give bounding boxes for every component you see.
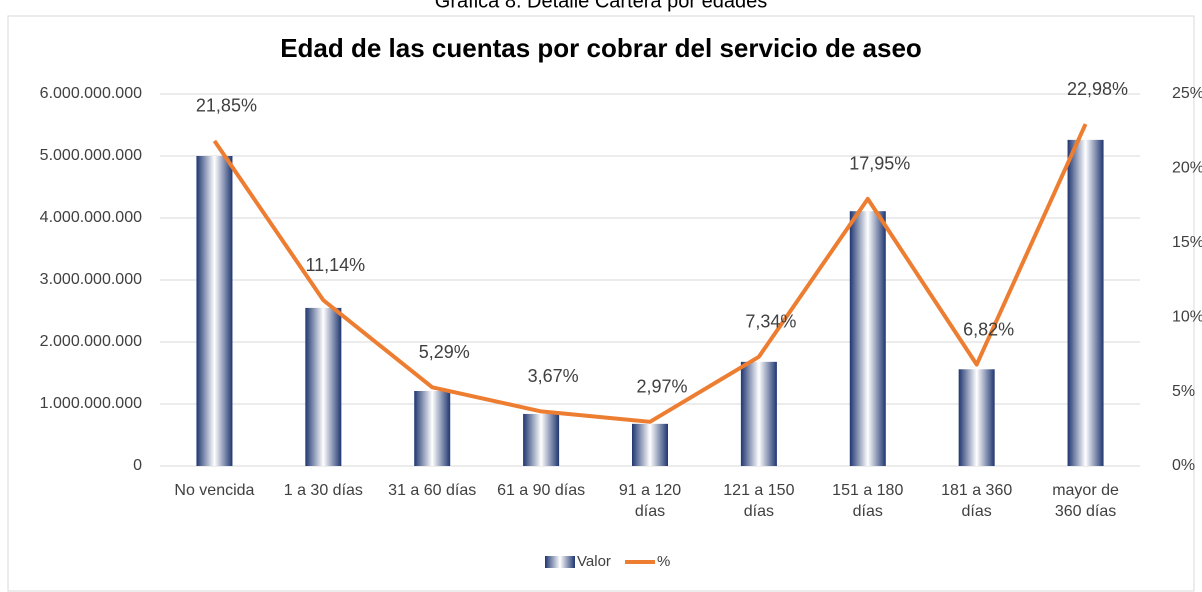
bar bbox=[740, 361, 777, 466]
y-tick-label: 5.000.000.000 bbox=[40, 147, 142, 164]
x-tick-label: 91 a 120 días bbox=[618, 482, 682, 520]
legend-label: % bbox=[657, 553, 670, 570]
x-tick-label: 61 a 90 días bbox=[497, 482, 586, 499]
chart-title: Edad de las cuentas por cobrar del servi… bbox=[280, 33, 922, 63]
y2-tick-label: 25% bbox=[1172, 85, 1202, 102]
y-tick-label: 2.000.000.000 bbox=[40, 333, 142, 350]
x-tick-label: 181 a 360 días bbox=[941, 482, 1013, 520]
data-label: 5,29% bbox=[419, 342, 470, 362]
y-tick-label: 1.000.000.000 bbox=[40, 395, 142, 412]
y2-tick-label: 0% bbox=[1172, 457, 1195, 474]
legend-label: Valor bbox=[577, 553, 611, 570]
data-label: 6,82% bbox=[963, 319, 1014, 339]
bar bbox=[849, 211, 886, 466]
data-label: 3,67% bbox=[528, 366, 579, 386]
legend-swatch bbox=[545, 556, 575, 568]
bar bbox=[523, 413, 560, 466]
y-tick-label: 4.000.000.000 bbox=[40, 209, 142, 226]
y-tick-label: 3.000.000.000 bbox=[40, 271, 142, 288]
y-tick-label: 6.000.000.000 bbox=[40, 85, 142, 102]
caption: Gráfica 8. Detalle Cartera por edades bbox=[435, 0, 767, 12]
bar bbox=[196, 156, 233, 466]
data-label: 2,97% bbox=[636, 377, 687, 397]
x-tick-label: 1 a 30 días bbox=[283, 482, 363, 499]
data-label: 22,98% bbox=[1067, 79, 1128, 99]
bar bbox=[958, 369, 995, 466]
x-tick-label: 121 a 150 días bbox=[723, 482, 795, 520]
y2-tick-label: 5% bbox=[1172, 383, 1195, 400]
data-label: 7,34% bbox=[745, 312, 796, 332]
data-label: 11,14% bbox=[305, 255, 365, 275]
x-tick-label: mayor de 360 días bbox=[1052, 482, 1119, 520]
data-label: 21,85% bbox=[196, 96, 257, 116]
x-tick-label: 151 a 180 días bbox=[832, 482, 904, 520]
x-tick-label: No vencida bbox=[174, 482, 255, 499]
y2-tick-label: 10% bbox=[1172, 308, 1202, 325]
bar bbox=[414, 390, 451, 466]
data-label: 17,95% bbox=[849, 154, 910, 174]
line-series bbox=[212, 123, 1088, 424]
y2-tick-label: 15% bbox=[1172, 234, 1202, 251]
y-tick-label: 0 bbox=[133, 457, 142, 474]
bar bbox=[632, 423, 668, 466]
bar bbox=[305, 307, 342, 466]
y2-tick-label: 20% bbox=[1172, 160, 1202, 177]
bar bbox=[1067, 139, 1104, 466]
x-tick-label: 31 a 60 días bbox=[388, 482, 477, 499]
